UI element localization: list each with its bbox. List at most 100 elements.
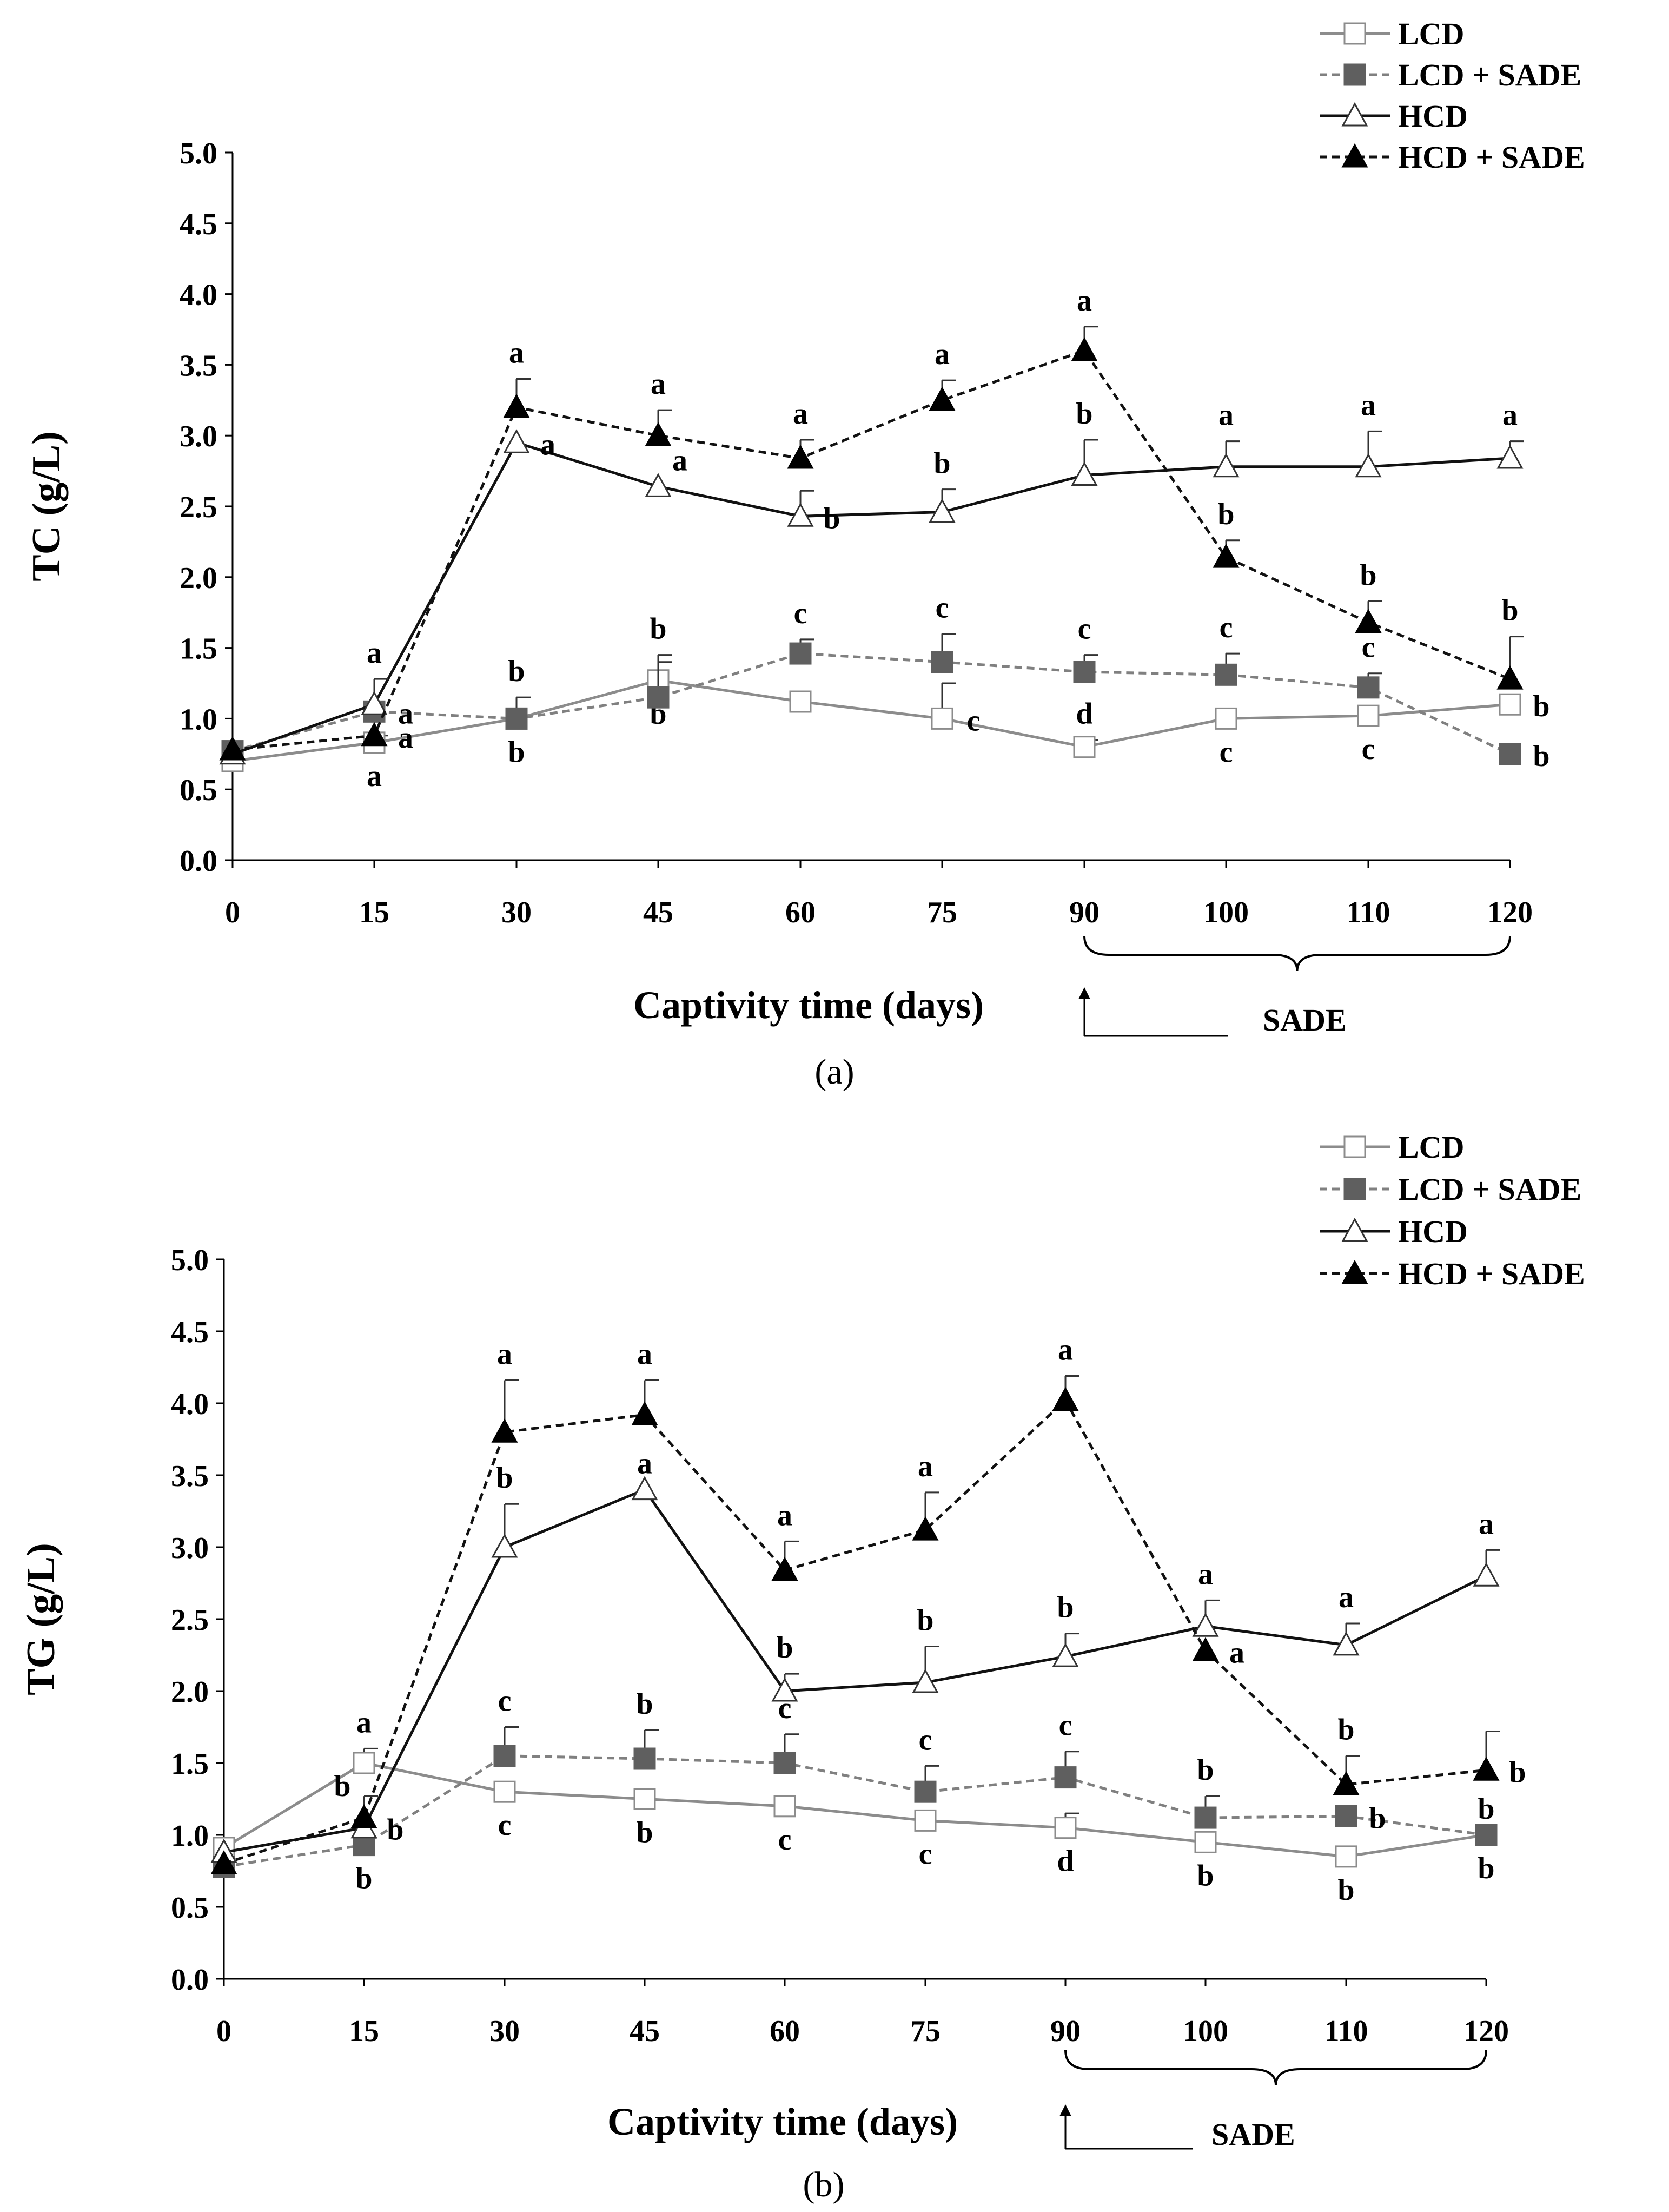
x-tick-label: 120 <box>1487 896 1533 929</box>
data-point <box>773 1752 796 1774</box>
significance-letter: a <box>398 697 413 730</box>
y-tick-label: 3.0 <box>171 1531 209 1565</box>
significance-letter: a <box>1218 399 1234 432</box>
significance-letter: b <box>1369 1801 1386 1835</box>
data-point <box>912 1668 939 1693</box>
significance-letter: a <box>1502 399 1518 432</box>
significance-letter: a <box>356 1706 372 1739</box>
significance-letter: b <box>636 1816 653 1850</box>
y-tick-label: 5.0 <box>180 137 217 170</box>
data-point <box>1473 1562 1500 1587</box>
significance-letter: b <box>1197 1753 1214 1787</box>
data-point <box>493 1745 516 1767</box>
y-axis-title: TC (g/L) <box>24 431 69 582</box>
x-tick-label: 90 <box>1069 896 1100 929</box>
significance-letter: c <box>1078 612 1091 646</box>
significance-letter: a <box>367 636 382 670</box>
series-line <box>223 1761 1487 1858</box>
significance-letter: a <box>651 367 666 401</box>
data-point <box>1071 337 1098 361</box>
data-point <box>1071 461 1098 486</box>
data-point <box>1335 1805 1357 1827</box>
significance-letter: b <box>334 1769 350 1803</box>
x-tick-label: 0 <box>216 2015 231 2048</box>
sade-annotation: SADE <box>1263 1002 1347 1038</box>
data-point <box>931 651 953 673</box>
significance-letter: a <box>1198 1557 1213 1591</box>
y-tick-label: 1.5 <box>180 632 217 666</box>
significance-letter: a <box>918 1450 933 1483</box>
y-tick-label: 1.0 <box>171 1819 209 1853</box>
legend-swatch-marker <box>1341 102 1368 127</box>
significance-letter: c <box>1362 732 1375 766</box>
significance-letter: b <box>1478 1792 1494 1826</box>
data-point <box>929 498 956 523</box>
significance-letter: b <box>1533 690 1549 723</box>
legend-label: HCD + SADE <box>1398 1256 1585 1291</box>
data-point <box>493 1780 516 1803</box>
data-point <box>1213 453 1240 478</box>
significance-letter: b <box>1509 1755 1526 1789</box>
significance-letter: c <box>919 1723 932 1757</box>
legend-label: LCD <box>1398 16 1464 51</box>
y-tick-label: 4.5 <box>171 1316 209 1349</box>
x-tick-label: 75 <box>910 2015 941 2048</box>
chart-panel-a: 0.0 0.5 1.0 1.5 2.0 2.5 3.0 3.5 4.0 4.5 5.0 0 15 30 45… <box>24 16 1585 1092</box>
data-point <box>1499 743 1521 765</box>
x-tick-label: 90 <box>1050 2015 1081 2048</box>
significance-letter: b <box>1533 739 1549 773</box>
series-line <box>232 652 1511 756</box>
x-axis-title: Captivity time (days) <box>633 983 984 1027</box>
data-point <box>1357 676 1380 699</box>
significance-letter: b <box>776 1631 793 1665</box>
significance-letter: b <box>1197 1859 1214 1892</box>
significance-letter: a <box>540 428 555 461</box>
data-point <box>1333 1631 1360 1656</box>
data-point <box>353 1752 375 1774</box>
sade-arrow-head <box>1078 987 1090 999</box>
significance-letter: a <box>1479 1507 1494 1541</box>
y-tick-label: 2.0 <box>171 1675 209 1709</box>
significance-letter: d <box>1076 697 1092 731</box>
legend-swatch-marker <box>1343 63 1366 86</box>
y-tick-label: 0.5 <box>171 1891 209 1925</box>
data-point <box>1215 707 1237 730</box>
y-tick-label: 0.0 <box>171 1963 209 1997</box>
significance-letter: a <box>497 1337 512 1371</box>
data-point <box>789 690 812 713</box>
data-point <box>645 422 672 446</box>
data-point <box>1213 544 1240 568</box>
data-point <box>1355 609 1382 633</box>
legend-swatch-marker <box>1343 1135 1366 1158</box>
y-tick-label: 2.5 <box>171 1603 209 1637</box>
x-tick-label: 30 <box>501 896 532 929</box>
significance-letter: b <box>650 612 666 646</box>
series-lcd-sade: bc b cc cbb b <box>213 1685 1498 1896</box>
data-point <box>503 393 530 418</box>
legend-swatch-marker <box>1341 143 1368 168</box>
data-point <box>1496 444 1524 469</box>
data-point <box>1192 1613 1219 1637</box>
significance-letter: a <box>367 760 382 793</box>
significance-letter: a <box>1077 284 1092 318</box>
y-tick-label: 1.0 <box>180 703 217 736</box>
data-point <box>1073 736 1096 758</box>
panel-label: (a) <box>814 1052 854 1092</box>
significance-letter: c <box>936 591 949 624</box>
significance-letter: a <box>793 397 808 431</box>
data-point <box>633 1747 656 1770</box>
data-point <box>491 1533 518 1558</box>
y-axis-title: TG (g/L) <box>19 1543 63 1695</box>
data-point <box>1052 1386 1079 1411</box>
series-line <box>232 441 1511 756</box>
data-point <box>771 1677 798 1702</box>
data-point <box>1499 693 1521 716</box>
y-tick-label: 3.5 <box>171 1460 209 1493</box>
significance-letter: b <box>387 1813 403 1847</box>
data-point <box>1357 704 1380 727</box>
significance-letter: b <box>1360 558 1376 592</box>
data-point <box>914 1809 937 1832</box>
data-point <box>631 1476 658 1501</box>
